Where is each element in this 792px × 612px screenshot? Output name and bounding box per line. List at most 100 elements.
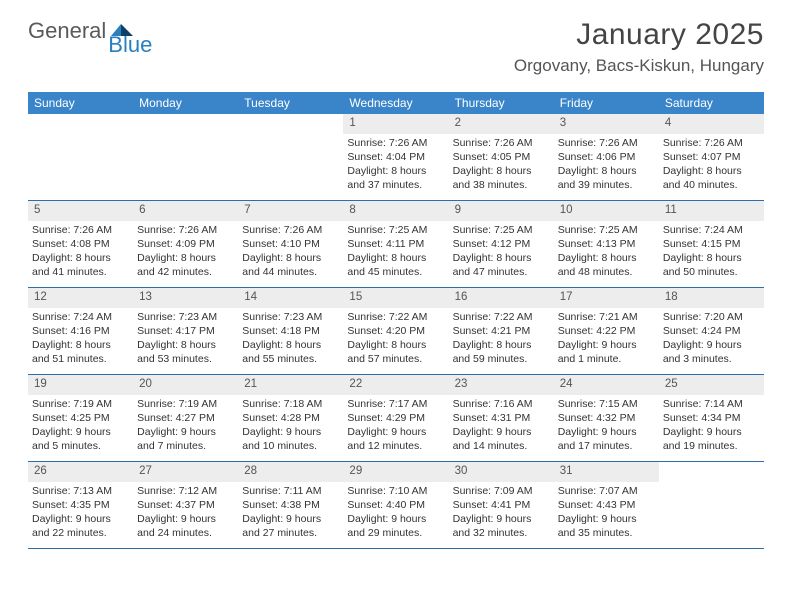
day-body: Sunrise: 7:12 AMSunset: 4:37 PMDaylight:… xyxy=(133,482,238,545)
daylight-text: Daylight: 8 hours and 41 minutes. xyxy=(32,251,129,279)
sunset-text: Sunset: 4:12 PM xyxy=(453,237,550,251)
logo: General Blue xyxy=(28,18,180,44)
sunset-text: Sunset: 4:08 PM xyxy=(32,237,129,251)
day-number: 22 xyxy=(343,375,448,395)
day-number: 2 xyxy=(449,114,554,134)
day-cell: 21Sunrise: 7:18 AMSunset: 4:28 PMDayligh… xyxy=(238,375,343,461)
daylight-text: Daylight: 8 hours and 47 minutes. xyxy=(453,251,550,279)
daylight-text: Daylight: 8 hours and 44 minutes. xyxy=(242,251,339,279)
day-cell: 7Sunrise: 7:26 AMSunset: 4:10 PMDaylight… xyxy=(238,201,343,287)
sunset-text: Sunset: 4:15 PM xyxy=(663,237,760,251)
sunrise-text: Sunrise: 7:25 AM xyxy=(347,223,444,237)
daylight-text: Daylight: 9 hours and 35 minutes. xyxy=(558,512,655,540)
sunrise-text: Sunrise: 7:22 AM xyxy=(453,310,550,324)
sunrise-text: Sunrise: 7:26 AM xyxy=(347,136,444,150)
day-number: 12 xyxy=(28,288,133,308)
sunset-text: Sunset: 4:04 PM xyxy=(347,150,444,164)
day-body: Sunrise: 7:13 AMSunset: 4:35 PMDaylight:… xyxy=(28,482,133,545)
daylight-text: Daylight: 8 hours and 40 minutes. xyxy=(663,164,760,192)
sunset-text: Sunset: 4:10 PM xyxy=(242,237,339,251)
day-cell: 24Sunrise: 7:15 AMSunset: 4:32 PMDayligh… xyxy=(554,375,659,461)
sunrise-text: Sunrise: 7:17 AM xyxy=(347,397,444,411)
sunrise-text: Sunrise: 7:16 AM xyxy=(453,397,550,411)
day-number: 15 xyxy=(343,288,448,308)
day-body: Sunrise: 7:24 AMSunset: 4:16 PMDaylight:… xyxy=(28,308,133,371)
day-body: Sunrise: 7:19 AMSunset: 4:27 PMDaylight:… xyxy=(133,395,238,458)
title-block: January 2025 Orgovany, Bacs-Kiskun, Hung… xyxy=(514,18,764,76)
day-number: 13 xyxy=(133,288,238,308)
day-of-week-row: SundayMondayTuesdayWednesdayThursdayFrid… xyxy=(28,92,764,114)
sunset-text: Sunset: 4:21 PM xyxy=(453,324,550,338)
day-number: 26 xyxy=(28,462,133,482)
daylight-text: Daylight: 9 hours and 32 minutes. xyxy=(453,512,550,540)
day-body: Sunrise: 7:26 AMSunset: 4:08 PMDaylight:… xyxy=(28,221,133,284)
day-number: 17 xyxy=(554,288,659,308)
logo-text-blue: Blue xyxy=(108,32,152,58)
sunset-text: Sunset: 4:34 PM xyxy=(663,411,760,425)
sunrise-text: Sunrise: 7:26 AM xyxy=(558,136,655,150)
daylight-text: Daylight: 8 hours and 45 minutes. xyxy=(347,251,444,279)
daylight-text: Daylight: 9 hours and 7 minutes. xyxy=(137,425,234,453)
sunset-text: Sunset: 4:06 PM xyxy=(558,150,655,164)
day-body: Sunrise: 7:22 AMSunset: 4:21 PMDaylight:… xyxy=(449,308,554,371)
sunrise-text: Sunrise: 7:21 AM xyxy=(558,310,655,324)
day-cell: 20Sunrise: 7:19 AMSunset: 4:27 PMDayligh… xyxy=(133,375,238,461)
day-body: Sunrise: 7:26 AMSunset: 4:07 PMDaylight:… xyxy=(659,134,764,197)
day-cell: 9Sunrise: 7:25 AMSunset: 4:12 PMDaylight… xyxy=(449,201,554,287)
daylight-text: Daylight: 9 hours and 27 minutes. xyxy=(242,512,339,540)
sunrise-text: Sunrise: 7:10 AM xyxy=(347,484,444,498)
day-number: 25 xyxy=(659,375,764,395)
day-cell: 29Sunrise: 7:10 AMSunset: 4:40 PMDayligh… xyxy=(343,462,448,548)
day-body: Sunrise: 7:16 AMSunset: 4:31 PMDaylight:… xyxy=(449,395,554,458)
dow-cell: Saturday xyxy=(659,92,764,114)
sunset-text: Sunset: 4:09 PM xyxy=(137,237,234,251)
sunrise-text: Sunrise: 7:19 AM xyxy=(32,397,129,411)
page-header: General Blue January 2025 Orgovany, Bacs… xyxy=(0,0,792,82)
daylight-text: Daylight: 9 hours and 12 minutes. xyxy=(347,425,444,453)
daylight-text: Daylight: 8 hours and 51 minutes. xyxy=(32,338,129,366)
day-cell: 8Sunrise: 7:25 AMSunset: 4:11 PMDaylight… xyxy=(343,201,448,287)
sunset-text: Sunset: 4:41 PM xyxy=(453,498,550,512)
sunrise-text: Sunrise: 7:25 AM xyxy=(558,223,655,237)
day-cell: 18Sunrise: 7:20 AMSunset: 4:24 PMDayligh… xyxy=(659,288,764,374)
sunrise-text: Sunrise: 7:07 AM xyxy=(558,484,655,498)
day-body: Sunrise: 7:24 AMSunset: 4:15 PMDaylight:… xyxy=(659,221,764,284)
day-cell: 27Sunrise: 7:12 AMSunset: 4:37 PMDayligh… xyxy=(133,462,238,548)
daylight-text: Daylight: 8 hours and 39 minutes. xyxy=(558,164,655,192)
day-number: 19 xyxy=(28,375,133,395)
sunset-text: Sunset: 4:38 PM xyxy=(242,498,339,512)
sunset-text: Sunset: 4:25 PM xyxy=(32,411,129,425)
day-number: 27 xyxy=(133,462,238,482)
week-row: 5Sunrise: 7:26 AMSunset: 4:08 PMDaylight… xyxy=(28,201,764,288)
sunrise-text: Sunrise: 7:26 AM xyxy=(137,223,234,237)
location-text: Orgovany, Bacs-Kiskun, Hungary xyxy=(514,56,764,76)
day-cell: 17Sunrise: 7:21 AMSunset: 4:22 PMDayligh… xyxy=(554,288,659,374)
sunrise-text: Sunrise: 7:09 AM xyxy=(453,484,550,498)
day-cell: 2Sunrise: 7:26 AMSunset: 4:05 PMDaylight… xyxy=(449,114,554,200)
daylight-text: Daylight: 8 hours and 53 minutes. xyxy=(137,338,234,366)
day-number: 4 xyxy=(659,114,764,134)
day-number: 14 xyxy=(238,288,343,308)
day-cell: 23Sunrise: 7:16 AMSunset: 4:31 PMDayligh… xyxy=(449,375,554,461)
day-number: 6 xyxy=(133,201,238,221)
day-number: 7 xyxy=(238,201,343,221)
sunrise-text: Sunrise: 7:14 AM xyxy=(663,397,760,411)
sunrise-text: Sunrise: 7:23 AM xyxy=(137,310,234,324)
day-cell: 6Sunrise: 7:26 AMSunset: 4:09 PMDaylight… xyxy=(133,201,238,287)
day-body: Sunrise: 7:23 AMSunset: 4:18 PMDaylight:… xyxy=(238,308,343,371)
daylight-text: Daylight: 8 hours and 55 minutes. xyxy=(242,338,339,366)
day-cell: 1Sunrise: 7:26 AMSunset: 4:04 PMDaylight… xyxy=(343,114,448,200)
daylight-text: Daylight: 8 hours and 38 minutes. xyxy=(453,164,550,192)
day-cell: 30Sunrise: 7:09 AMSunset: 4:41 PMDayligh… xyxy=(449,462,554,548)
sunset-text: Sunset: 4:43 PM xyxy=(558,498,655,512)
day-body: Sunrise: 7:19 AMSunset: 4:25 PMDaylight:… xyxy=(28,395,133,458)
dow-cell: Monday xyxy=(133,92,238,114)
day-body: Sunrise: 7:22 AMSunset: 4:20 PMDaylight:… xyxy=(343,308,448,371)
day-body: Sunrise: 7:15 AMSunset: 4:32 PMDaylight:… xyxy=(554,395,659,458)
day-body: Sunrise: 7:10 AMSunset: 4:40 PMDaylight:… xyxy=(343,482,448,545)
day-body: Sunrise: 7:11 AMSunset: 4:38 PMDaylight:… xyxy=(238,482,343,545)
sunset-text: Sunset: 4:16 PM xyxy=(32,324,129,338)
daylight-text: Daylight: 8 hours and 59 minutes. xyxy=(453,338,550,366)
sunset-text: Sunset: 4:17 PM xyxy=(137,324,234,338)
sunrise-text: Sunrise: 7:15 AM xyxy=(558,397,655,411)
